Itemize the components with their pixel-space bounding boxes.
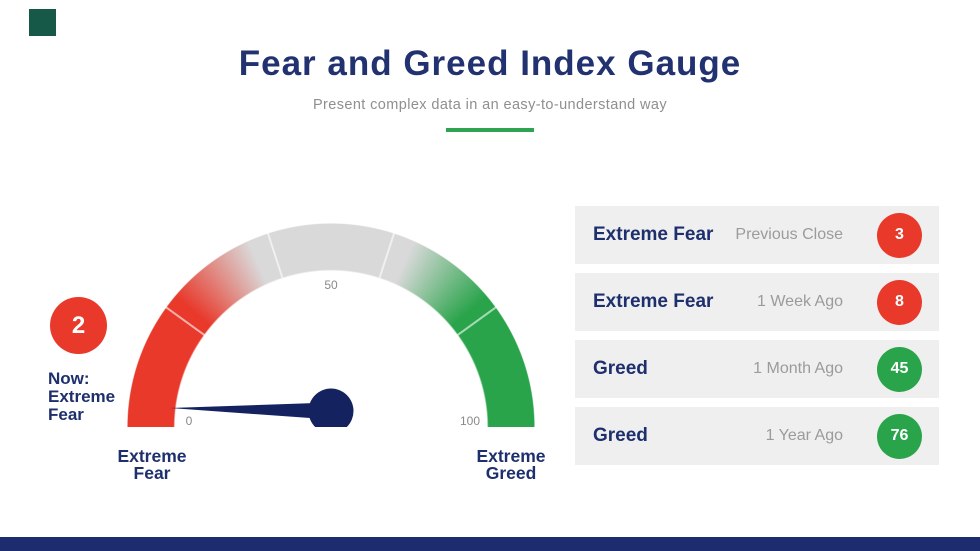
history-row-1-month: Greed 1 Month Ago 45	[575, 340, 939, 398]
row-sentiment: Extreme Fear	[593, 224, 714, 245]
gauge-min-label: Extreme Fear	[117, 446, 187, 483]
history-row-previous-close: Extreme Fear Previous Close 3	[575, 206, 939, 264]
row-period: 1 Year Ago	[765, 427, 843, 444]
gauge-tick-50: 50	[324, 278, 338, 292]
row-value-badge: 8	[877, 279, 922, 325]
needle-hub-icon	[308, 388, 354, 427]
gauge-tick-0: 0	[185, 414, 193, 428]
gauge-max-label: Extreme Greed	[476, 446, 546, 483]
fear-greed-gauge: 0 50 100	[127, 223, 535, 428]
current-value: 2	[71, 311, 86, 339]
brand-square	[29, 9, 56, 36]
page-title: Fear and Greed Index Gauge	[238, 44, 742, 83]
row-period: 1 Month Ago	[753, 360, 843, 377]
row-sentiment: Greed	[593, 358, 648, 379]
current-value-badge: 2	[50, 297, 107, 354]
row-sentiment: Extreme Fear	[593, 291, 714, 312]
row-period: Previous Close	[735, 226, 843, 243]
row-value-badge: 76	[877, 413, 922, 459]
row-period: 1 Week Ago	[757, 293, 843, 310]
row-sentiment: Greed	[593, 425, 648, 446]
page-subtitle: Present complex data in an easy-to-under…	[312, 97, 668, 113]
row-value-badge: 3	[877, 212, 922, 258]
history-row-1-week: Extreme Fear 1 Week Ago 8	[575, 273, 939, 331]
row-value-badge: 45	[877, 346, 922, 392]
gauge-tick-100: 100	[459, 414, 481, 428]
history-list: Extreme Fear Previous Close 3 Extreme Fe…	[575, 206, 939, 474]
history-row-1-year: Greed 1 Year Ago 76	[575, 407, 939, 465]
needle-icon	[170, 402, 331, 420]
gauge-needle-group	[170, 388, 354, 427]
subtitle-underline-accent	[446, 128, 534, 132]
footer-accent-bar	[0, 537, 980, 551]
current-sentiment-label: Now: Extreme Fear	[48, 369, 116, 424]
